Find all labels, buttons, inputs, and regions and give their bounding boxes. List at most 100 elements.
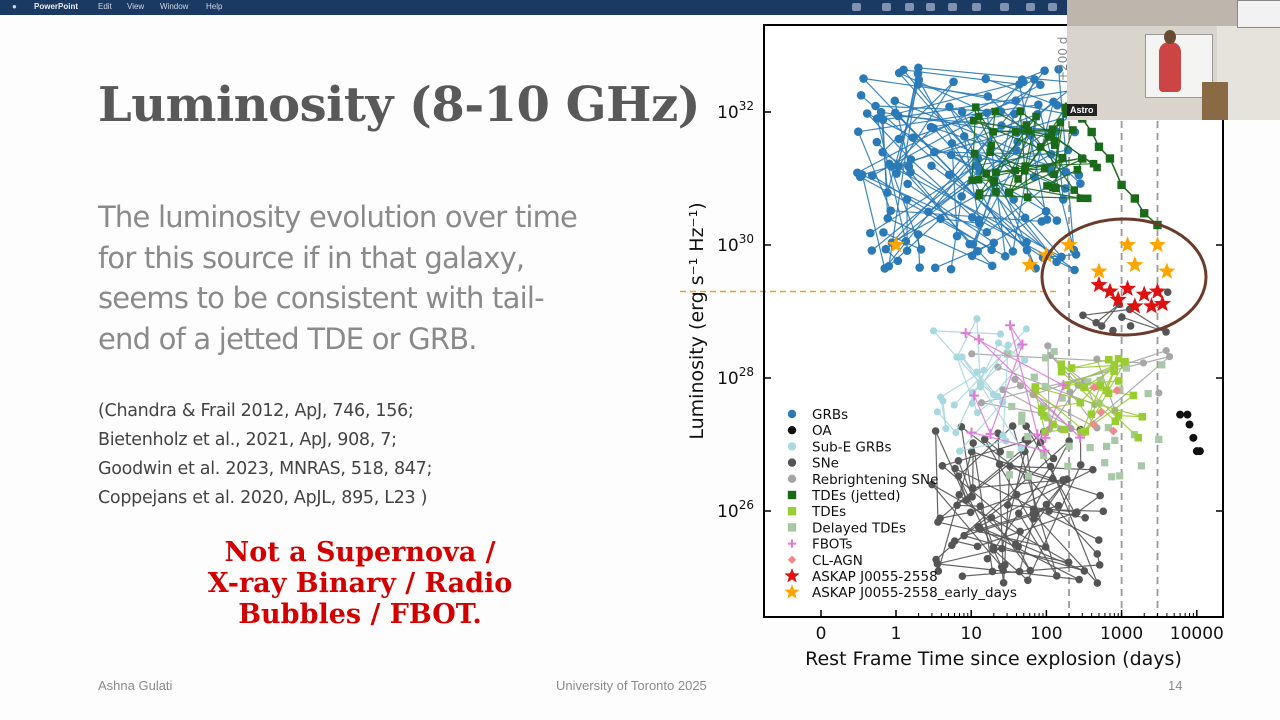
legend-label: TDEs xyxy=(811,504,846,520)
menu-view[interactable]: View xyxy=(127,2,145,11)
reference-line: Bietenholz et al., 2021, ApJ, 908, 7; xyxy=(98,430,397,450)
status-tray-icon[interactable] xyxy=(852,3,861,11)
footer-page-number: 14 xyxy=(1168,678,1183,693)
sne-line xyxy=(1017,478,1068,547)
tdes-jetted--point xyxy=(1094,142,1104,151)
legend-entry: TDEs xyxy=(787,504,846,520)
grbs-line xyxy=(948,106,1058,221)
grbs-point xyxy=(1052,100,1062,110)
grbs-point xyxy=(1009,195,1019,204)
rebrightening-sne-line xyxy=(1069,392,1072,429)
tdes-line xyxy=(1034,390,1086,433)
grbs-line xyxy=(972,79,1036,245)
status-tray-icon[interactable] xyxy=(948,3,957,11)
fbots-line xyxy=(965,332,1064,386)
delayed-tdes-point xyxy=(1144,390,1152,398)
tdes-jetted-cloud-point xyxy=(1050,170,1058,179)
sub-e-grbs-point xyxy=(929,327,938,335)
y-axis-label: Luminosity (erg s⁻¹ Hz⁻¹) xyxy=(686,202,708,439)
menu-edit[interactable]: Edit xyxy=(98,2,112,11)
menu-app-name[interactable]: PowerPoint xyxy=(34,2,79,11)
cl-agn-point xyxy=(1108,426,1118,436)
tdes-line xyxy=(1060,363,1139,439)
rebrightening-sne-point xyxy=(1044,342,1052,350)
grbs-line xyxy=(894,100,912,173)
legend-label: OA xyxy=(812,423,832,439)
status-tray-icon[interactable] xyxy=(905,3,914,11)
sne-line xyxy=(1075,495,1101,515)
sne-line xyxy=(977,469,1094,528)
sne-point xyxy=(1095,536,1103,544)
askap-j0055-2558-early-days-point xyxy=(887,236,905,253)
sne-late-line xyxy=(1101,303,1120,327)
status-tray-icon[interactable] xyxy=(972,3,981,11)
legend-entry: Delayed TDEs xyxy=(787,520,906,536)
legend-marker xyxy=(784,584,800,599)
legend-marker xyxy=(787,442,797,451)
sne-line xyxy=(1025,425,1076,515)
grbs-point xyxy=(916,245,926,254)
tdes-jetted-cloud-point xyxy=(1032,112,1040,121)
sne-late-point xyxy=(1163,288,1172,296)
slide-title: Luminosity (8-10 GHz) xyxy=(98,77,700,133)
sne-point xyxy=(1042,500,1051,509)
delayed-tdes-point xyxy=(1065,442,1073,450)
status-tray-icon[interactable] xyxy=(1026,3,1035,11)
sne-point xyxy=(1059,476,1067,484)
fbots-point xyxy=(1039,445,1050,456)
sub-e-grbs-line xyxy=(998,342,1026,361)
status-tray-icon[interactable] xyxy=(926,3,935,11)
legend-label: Rebrightening SNe xyxy=(812,472,938,488)
sne-point xyxy=(934,518,942,526)
sub-e-grbs-line xyxy=(980,382,1004,403)
menu-window[interactable]: Window xyxy=(160,2,189,11)
grbs-point xyxy=(1061,167,1070,177)
speaker-figure xyxy=(1159,42,1181,92)
menu-help[interactable]: Help xyxy=(206,2,223,11)
sne-line xyxy=(942,439,1028,467)
delayed-tdes-point xyxy=(1018,411,1026,419)
tdes-jetted--line xyxy=(1109,158,1123,186)
self-view-thumbnail[interactable] xyxy=(1237,0,1280,28)
delayed-tdes-point xyxy=(1086,443,1094,452)
delayed-tdes-point xyxy=(1041,382,1050,391)
tdes-point xyxy=(1080,383,1088,392)
status-tray-icon[interactable] xyxy=(882,3,891,11)
grbs-line xyxy=(862,115,1072,176)
slide: Luminosity (8-10 GHz) The luminosity evo… xyxy=(0,15,1280,720)
grbs-point xyxy=(926,122,936,132)
sne-line xyxy=(931,484,1003,568)
annotation-label: +200 d xyxy=(1056,37,1070,81)
sne-point xyxy=(931,427,940,435)
legend-entry: SNe xyxy=(787,456,839,472)
askap-j0055-2558-point xyxy=(1101,282,1119,299)
delayed-tdes-point xyxy=(1122,364,1130,372)
grbs-point xyxy=(952,231,962,241)
delayed-tdes-point xyxy=(1024,433,1032,441)
delayed-tdes-point xyxy=(1101,459,1109,467)
sub-e-grbs-line xyxy=(933,330,981,384)
grbs-point xyxy=(894,134,904,144)
grbs-point xyxy=(879,228,888,237)
apple-icon[interactable]: ● xyxy=(12,2,17,11)
grbs-point xyxy=(1030,75,1039,84)
reference-line: Coppejans et al. 2020, ApJL, 895, L23 ) xyxy=(98,488,428,508)
luminosity-chart: +200 d 0 1 10 100 1000 10000 1026 1028 1030 1032 R… xyxy=(680,24,1224,670)
y-tick-label: 1032 xyxy=(717,99,754,123)
legend-label: Delayed TDEs xyxy=(812,520,906,536)
rebrightening-sne-line xyxy=(1096,358,1116,411)
body-line: for this source if in that galaxy, xyxy=(98,240,525,275)
askap-j0055-2558-point xyxy=(1135,285,1153,302)
status-tray-icon[interactable] xyxy=(1000,3,1009,11)
sne-point xyxy=(934,567,943,575)
askap-j0055-2558-point xyxy=(1090,276,1108,293)
sne-late-point xyxy=(1109,326,1117,335)
tdes-line xyxy=(1066,364,1115,386)
grbs-point xyxy=(913,80,923,89)
video-thumbnail[interactable]: Astro xyxy=(1067,0,1280,120)
status-tray-icon[interactable] xyxy=(1048,3,1057,11)
legend-marker xyxy=(787,426,797,435)
delayed-tdes-point xyxy=(1024,472,1033,480)
tdes-line xyxy=(1118,414,1143,418)
tdes-jetted-cloud-point xyxy=(992,187,1000,196)
